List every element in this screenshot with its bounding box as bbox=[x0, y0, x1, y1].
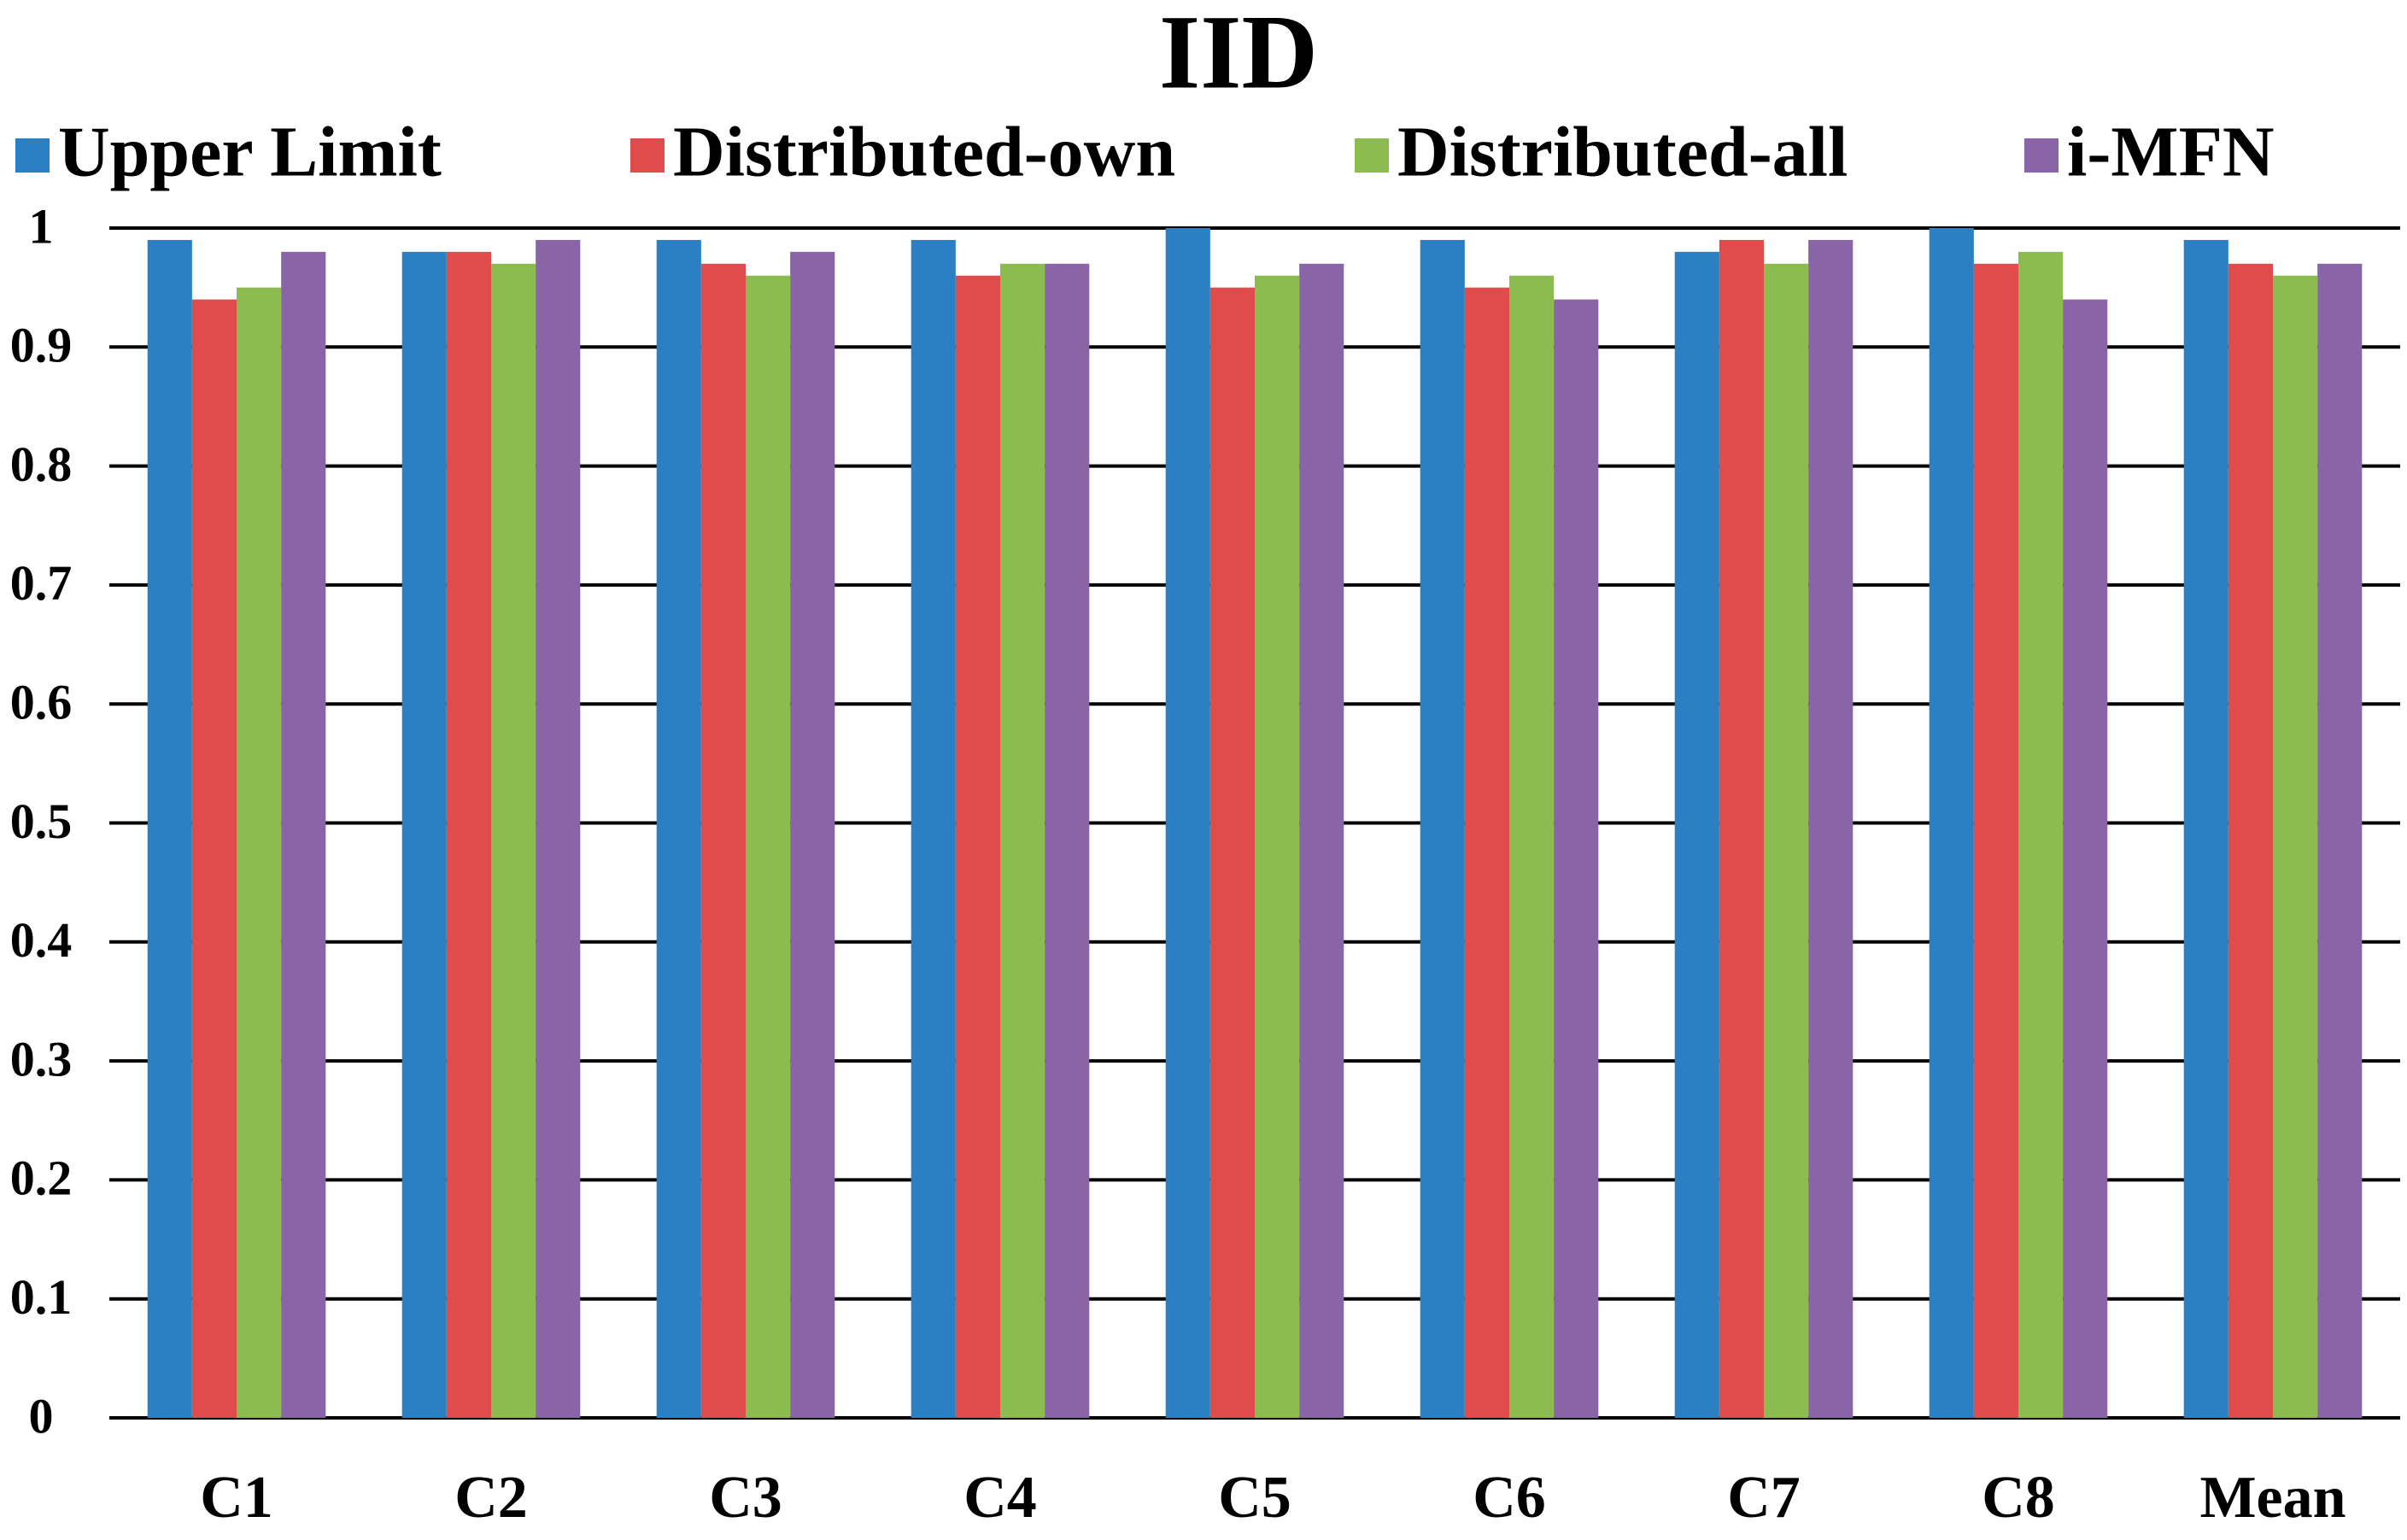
legend-swatch bbox=[1355, 138, 1389, 173]
x-tick-label: C3 bbox=[709, 1465, 782, 1531]
x-tick-label: Mean bbox=[2199, 1465, 2346, 1531]
legend-label: Upper Limit bbox=[58, 112, 442, 191]
bar bbox=[656, 239, 701, 1419]
bar bbox=[281, 251, 326, 1418]
bar bbox=[911, 239, 956, 1419]
bar bbox=[446, 251, 491, 1418]
bar bbox=[1165, 228, 1210, 1418]
x-tick-label: C4 bbox=[963, 1465, 1037, 1531]
y-tick-label: 0.1 bbox=[10, 1269, 73, 1325]
bar bbox=[1509, 275, 1555, 1419]
bar bbox=[1420, 239, 1465, 1419]
y-tick-label: 0.4 bbox=[10, 912, 73, 968]
legend-swatch bbox=[2024, 138, 2059, 173]
x-tick-label: C5 bbox=[1218, 1465, 1291, 1531]
bar bbox=[1299, 263, 1344, 1418]
y-tick-label: 0.5 bbox=[10, 793, 73, 849]
bar bbox=[1209, 287, 1255, 1418]
bar bbox=[1464, 287, 1509, 1418]
bar bbox=[1973, 263, 2018, 1418]
bar bbox=[2228, 263, 2273, 1418]
legend-label: Distributed-own bbox=[673, 112, 1175, 191]
bar bbox=[2317, 263, 2363, 1418]
bar bbox=[2183, 239, 2228, 1419]
bar bbox=[2018, 251, 2064, 1418]
x-tick-label: C8 bbox=[1982, 1465, 2055, 1531]
bar bbox=[700, 263, 746, 1418]
x-tick-label: C2 bbox=[454, 1465, 528, 1531]
x-tick-label: C1 bbox=[200, 1465, 273, 1531]
bar bbox=[401, 251, 447, 1418]
bar bbox=[536, 239, 581, 1419]
bar bbox=[955, 275, 1000, 1419]
bar bbox=[147, 239, 192, 1419]
y-tick-label: 0.6 bbox=[10, 675, 73, 730]
bar bbox=[2063, 299, 2108, 1419]
bar bbox=[1764, 263, 1809, 1418]
bar bbox=[1255, 275, 1300, 1419]
bar bbox=[1674, 251, 1719, 1418]
bar bbox=[1808, 239, 1854, 1419]
bar bbox=[1000, 263, 1045, 1418]
bar bbox=[746, 275, 791, 1419]
y-tick-label: 0.7 bbox=[10, 555, 73, 611]
bar bbox=[191, 299, 237, 1419]
bar bbox=[1045, 263, 1090, 1418]
x-tick-label: C6 bbox=[1473, 1465, 1546, 1531]
legend-label: i-MFN bbox=[2067, 112, 2275, 191]
y-tick-label: 0.8 bbox=[10, 436, 73, 492]
y-tick-label: 0.2 bbox=[10, 1151, 73, 1206]
y-tick-label: 0 bbox=[29, 1388, 54, 1443]
bar bbox=[790, 251, 835, 1418]
y-tick-label: 0.9 bbox=[10, 318, 73, 373]
y-tick-label: 0.3 bbox=[10, 1031, 73, 1086]
y-tick-label: 1 bbox=[29, 198, 54, 254]
bar bbox=[1554, 299, 1599, 1419]
bar bbox=[2273, 275, 2318, 1419]
legend-swatch bbox=[630, 138, 665, 173]
legend-swatch bbox=[15, 138, 50, 173]
chart-title: IID bbox=[1159, 0, 1318, 110]
bar bbox=[237, 287, 282, 1418]
bar bbox=[1719, 239, 1764, 1419]
x-tick-label: C7 bbox=[1727, 1465, 1801, 1531]
bar bbox=[1929, 228, 1974, 1418]
legend-label: Distributed-all bbox=[1397, 112, 1848, 191]
bar bbox=[491, 263, 536, 1418]
